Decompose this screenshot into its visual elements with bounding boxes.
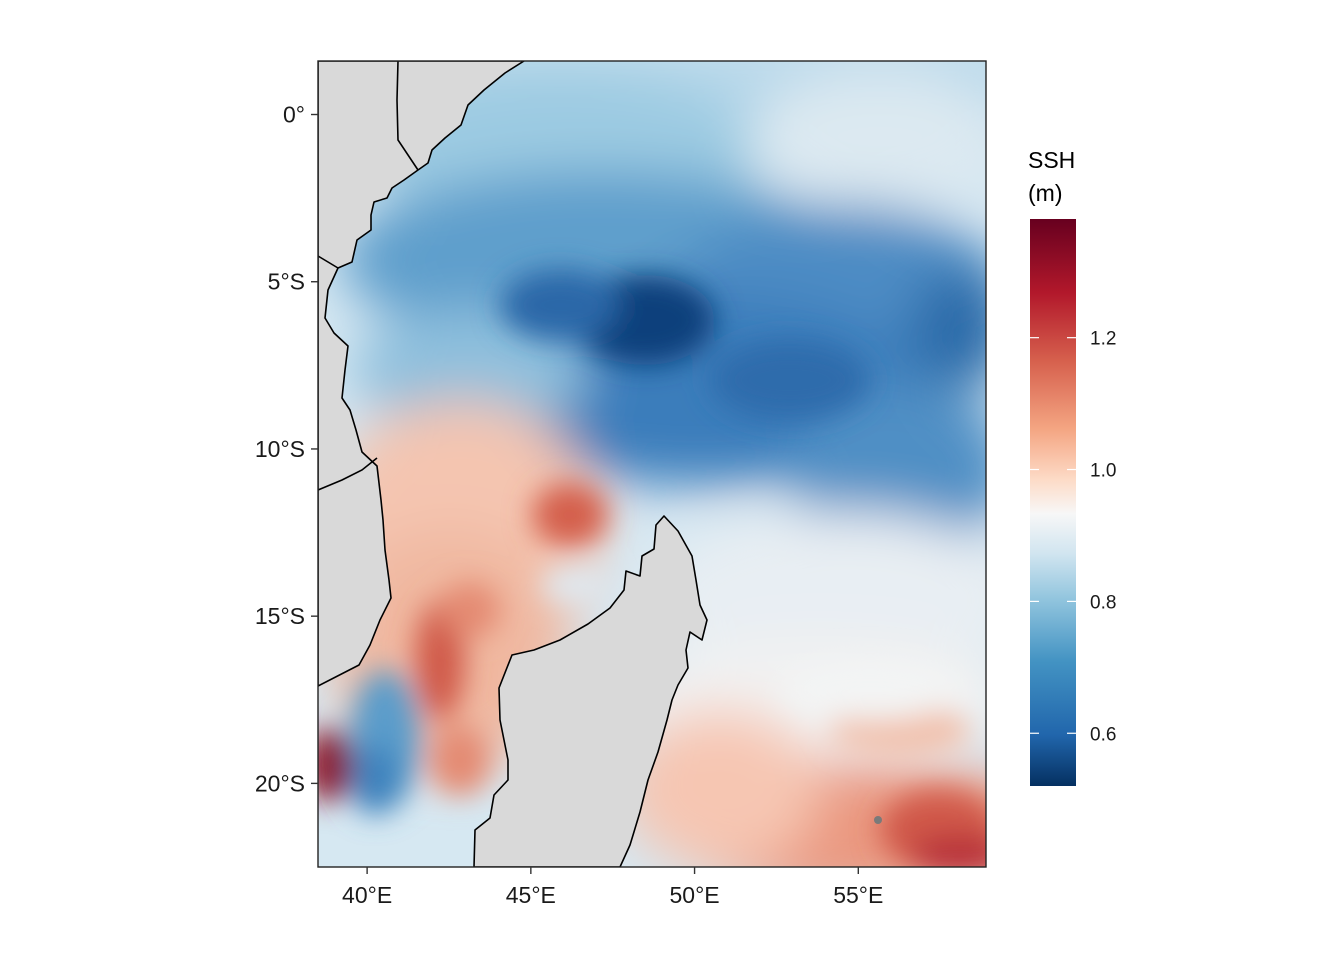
legend-tick-label: 0.8 — [1090, 592, 1116, 613]
legend: SSH (m) 0.6 0.8 1.0 1.2 — [1028, 147, 1116, 786]
country-border — [396, 61, 419, 171]
x-axis: 40°E 45°E 50°E 55°E — [342, 867, 883, 908]
legend-colorbar — [1030, 219, 1076, 786]
legend-title-line2: (m) — [1028, 180, 1062, 206]
y-tick-label: 10°S — [255, 436, 305, 462]
country-border — [318, 457, 378, 491]
legend-tick-label: 1.0 — [1090, 461, 1116, 482]
y-tick-label: 20°S — [255, 770, 305, 796]
madagascar-landmass — [473, 515, 708, 867]
legend-tick-label: 1.2 — [1090, 329, 1116, 350]
land-masses — [318, 61, 882, 867]
island-marker — [874, 816, 882, 824]
ssh-field — [318, 61, 986, 867]
x-tick-label: 45°E — [506, 882, 556, 908]
africa-landmass — [318, 61, 525, 687]
x-tick-label: 55°E — [833, 882, 883, 908]
x-tick-label: 40°E — [342, 882, 392, 908]
y-tick-label: 5°S — [268, 269, 305, 295]
map-panel-border — [317, 60, 987, 868]
legend-ticks: 0.6 0.8 1.0 1.2 — [1030, 329, 1116, 745]
y-tick-label: 0° — [283, 102, 305, 128]
y-tick-label: 15°S — [255, 603, 305, 629]
country-border — [318, 255, 339, 269]
legend-title-line1: SSH — [1028, 147, 1075, 173]
y-axis: 0° 5°S 10°S 15°S 20°S — [255, 102, 318, 796]
legend-tick-label: 0.6 — [1090, 724, 1116, 745]
x-tick-label: 50°E — [670, 882, 720, 908]
